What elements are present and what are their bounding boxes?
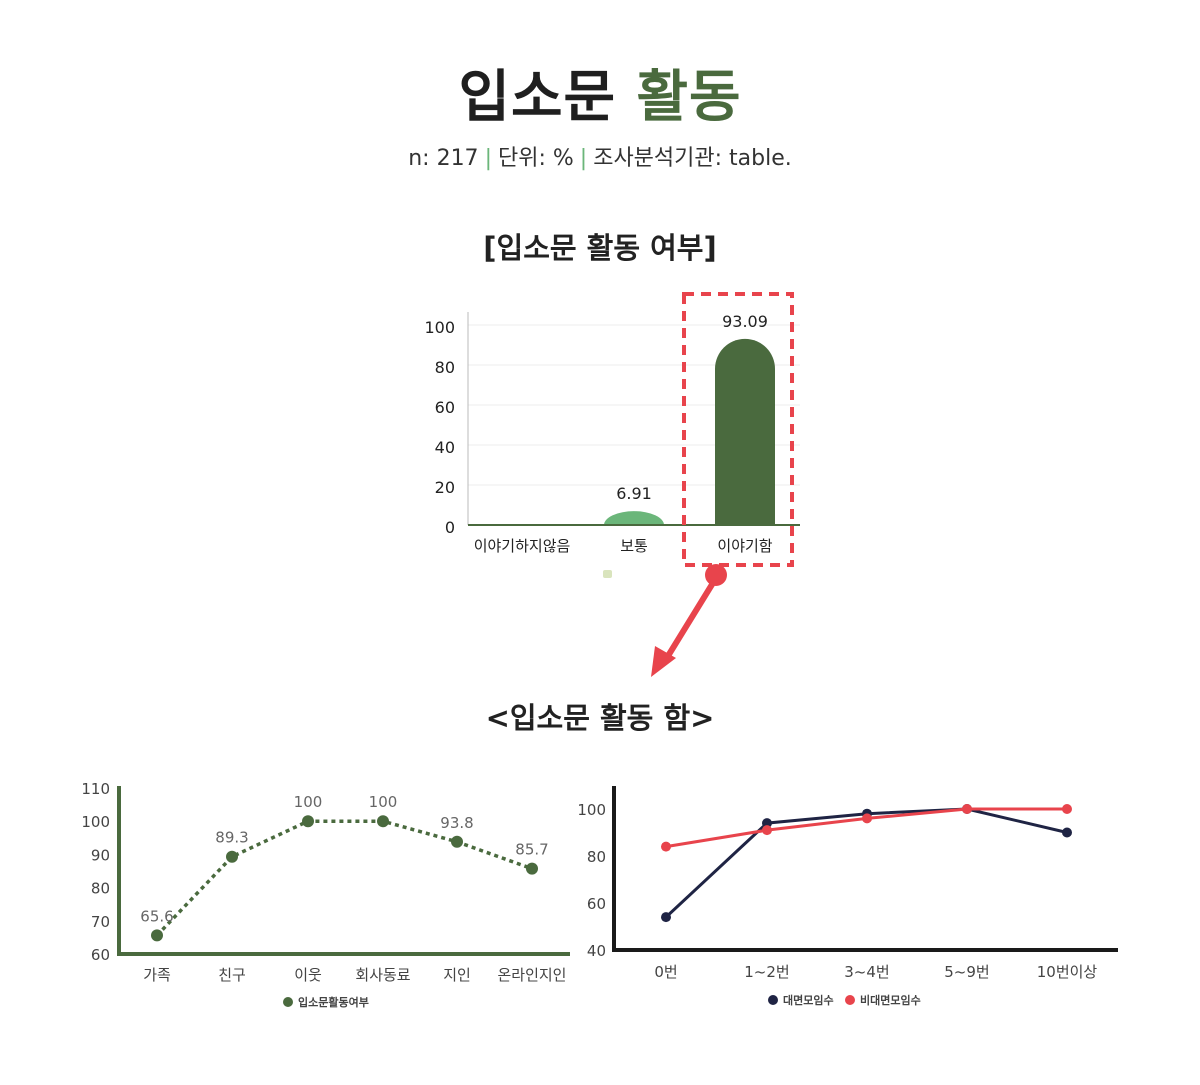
x-tick-label: 보통 xyxy=(620,537,648,555)
y-tick-label: 80 xyxy=(435,358,455,377)
bar xyxy=(604,511,664,525)
data-label: 93.8 xyxy=(440,814,473,832)
y-tick-label: 40 xyxy=(435,438,455,457)
y-tick-label: 0 xyxy=(445,518,455,537)
survey-meta: n: 217 | 단위: % | 조사분석기관: table. xyxy=(0,140,1200,172)
data-point xyxy=(226,850,238,863)
x-tick-label: 친구 xyxy=(218,966,246,984)
highlight-box xyxy=(682,292,794,567)
data-label: 65.6 xyxy=(140,907,173,925)
bar xyxy=(715,338,775,525)
x-tick-label: 이웃 xyxy=(294,966,322,984)
x-tick-label: 이야기하지않음 xyxy=(474,537,571,555)
x-tick-label: 이야기함 xyxy=(717,537,772,555)
x-tick-label: 0번 xyxy=(654,963,677,981)
legend-marker xyxy=(845,995,855,1005)
legend-marker xyxy=(283,997,293,1007)
x-tick-label: 3~4번 xyxy=(844,963,889,981)
x-tick-label: 회사동료 xyxy=(355,966,410,984)
unit-label: 단위: % xyxy=(497,146,574,171)
line-charts-title: <입소문 활동 함> xyxy=(485,701,715,735)
page-title: 입소문 활동 xyxy=(0,52,1200,133)
y-tick-label: 60 xyxy=(587,895,606,913)
data-label: 85.7 xyxy=(515,841,548,859)
data-point xyxy=(661,841,671,852)
agency-label: 조사분석기관: table. xyxy=(593,146,792,171)
x-tick-label: 지인 xyxy=(443,966,471,984)
data-label: 93.09 xyxy=(722,312,768,331)
data-point xyxy=(451,835,463,848)
y-tick-label: 60 xyxy=(91,946,110,964)
legend-label: 비대면모임수 xyxy=(860,993,921,1007)
y-tick-label: 90 xyxy=(91,846,110,864)
data-point xyxy=(1062,827,1072,838)
sample-size: n: 217 xyxy=(408,146,479,171)
y-tick-label: 110 xyxy=(81,780,110,798)
y-tick-label: 80 xyxy=(91,880,110,898)
data-point xyxy=(526,862,538,875)
data-point xyxy=(862,813,872,824)
data-point xyxy=(962,804,972,814)
y-tick-label: 100 xyxy=(577,801,606,819)
y-tick-label: 60 xyxy=(435,398,455,417)
data-label: 100 xyxy=(294,793,323,811)
arrow-shaft xyxy=(665,575,719,659)
x-tick-label: 10번이상 xyxy=(1037,963,1098,981)
legend-marker xyxy=(603,570,612,578)
title-accent: 활동 xyxy=(636,65,742,130)
data-point xyxy=(151,929,163,942)
legend-marker xyxy=(768,995,778,1005)
y-tick-label: 20 xyxy=(435,478,455,497)
x-tick-label: 가족 xyxy=(143,966,171,984)
data-label: 89.3 xyxy=(215,829,248,847)
data-point xyxy=(762,825,772,836)
data-point xyxy=(1062,804,1072,814)
series-line xyxy=(664,807,1068,919)
y-tick-label: 100 xyxy=(424,318,455,337)
x-tick-label: 1~2번 xyxy=(744,963,789,981)
separator: | xyxy=(579,146,588,171)
y-tick-label: 70 xyxy=(91,913,110,931)
legend-label: 입소문활동여부 xyxy=(298,995,369,1009)
y-tick-label: 40 xyxy=(587,942,606,960)
arrow-head xyxy=(651,646,676,677)
series-line xyxy=(155,819,533,937)
y-tick-label: 80 xyxy=(587,848,606,866)
data-label: 6.91 xyxy=(616,484,652,503)
legend-label: 대면모임수 xyxy=(783,993,834,1007)
title-main: 입소문 xyxy=(458,65,616,130)
separator: | xyxy=(484,146,492,171)
bar-chart-title: [입소문 활동 여부] xyxy=(483,231,717,265)
data-label: 100 xyxy=(369,793,398,811)
data-point xyxy=(377,815,389,828)
data-point xyxy=(762,818,772,829)
data-point xyxy=(302,815,314,828)
x-tick-label: 5~9번 xyxy=(944,963,989,981)
y-tick-label: 100 xyxy=(81,813,110,831)
data-point xyxy=(661,912,671,923)
x-tick-label: 온라인지인 xyxy=(497,966,566,984)
